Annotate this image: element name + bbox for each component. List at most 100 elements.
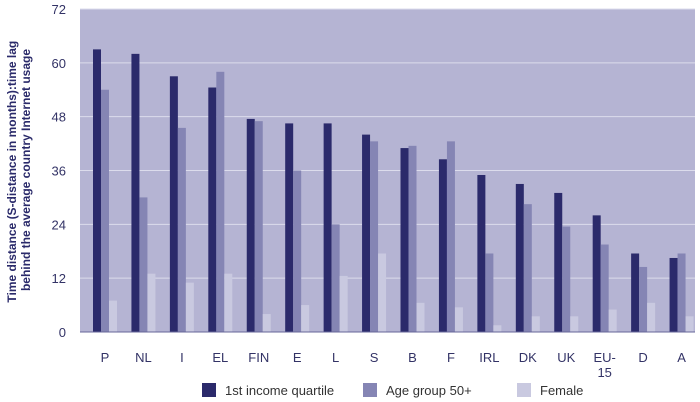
bar-b-s2 — [408, 145, 417, 332]
bar-e-s2 — [293, 170, 302, 332]
bar-irl-s3 — [493, 325, 502, 332]
legend-label-age: Age group 50+ — [386, 383, 472, 398]
x-tick-label-line: I — [180, 350, 184, 365]
legend-label-female: Female — [540, 383, 583, 398]
x-tick-label: UK — [557, 350, 575, 365]
y-tick-label: 24 — [52, 217, 66, 232]
bars — [93, 49, 694, 333]
bar-nl-s2 — [139, 197, 148, 332]
y-tick-label: 12 — [52, 271, 66, 286]
bar-p-s2 — [101, 89, 109, 332]
bar-a-s3 — [685, 316, 694, 332]
bar-irl-s1 — [477, 174, 486, 332]
x-tick-label: B — [408, 350, 417, 365]
y-axis-label-line-1: Time distance (S-distance in months):tim… — [5, 41, 19, 303]
bar-eu15-s3 — [608, 309, 617, 332]
y-tick-label: 72 — [52, 2, 66, 17]
bar-e-s1 — [285, 123, 294, 332]
x-tick-label: L — [332, 350, 339, 365]
bar-l-s2 — [331, 224, 340, 332]
x-tick-label: A — [677, 350, 686, 365]
x-tick-label-line: EL — [212, 350, 228, 365]
bar-fin-s2 — [254, 121, 263, 333]
bar-d-s3 — [647, 302, 656, 332]
x-tick-label-line: DK — [519, 350, 537, 365]
x-tick-label: I — [180, 350, 184, 365]
bar-l-s1 — [323, 123, 332, 332]
bar-fin-s3 — [262, 314, 271, 332]
x-tick-label-line: B — [408, 350, 417, 365]
x-tick-label-line: EU- — [593, 350, 615, 365]
legend-swatch-age — [363, 383, 377, 397]
x-tick-label-line: D — [638, 350, 647, 365]
x-tick-label-line: UK — [557, 350, 575, 365]
y-axis-label-line-2: behind the average country Internet usag… — [19, 49, 33, 291]
bar-s-s2 — [370, 141, 379, 332]
x-tick-label: P — [101, 350, 110, 365]
x-tick-label-line: IRL — [479, 350, 499, 365]
x-tick-label: IRL — [479, 350, 499, 365]
x-tick-label: F — [447, 350, 455, 365]
bar-nl-s1 — [131, 53, 140, 332]
bar-e-s3 — [301, 305, 310, 332]
bar-i-s2 — [177, 127, 186, 332]
bar-b-s3 — [416, 302, 425, 332]
bar-s-s3 — [378, 253, 387, 332]
legend: 1st income quartile Age group 50+ Female — [202, 383, 583, 398]
x-tick-labels: P NL I EL FIN E L S B F IRL DK UK EU-15D A — [101, 350, 687, 380]
bar-d-s1 — [631, 253, 640, 332]
bar-a-s1 — [669, 257, 678, 332]
x-tick-label-line: F — [447, 350, 455, 365]
legend-swatch-female — [517, 383, 531, 397]
y-tick-labels: 0 12 24 36 48 60 72 — [52, 2, 66, 340]
bar-dk-s3 — [531, 316, 540, 332]
x-tick-label: NL — [135, 350, 152, 365]
x-tick-label: S — [370, 350, 379, 365]
bar-fin-s1 — [246, 118, 255, 332]
bar-dk-s1 — [515, 183, 524, 332]
bar-i-s1 — [169, 76, 178, 333]
x-tick-label-line: FIN — [248, 350, 269, 365]
x-tick-label: D — [638, 350, 647, 365]
bar-el-s3 — [224, 273, 233, 332]
bar-el-s2 — [216, 71, 225, 333]
x-tick-label: DK — [519, 350, 537, 365]
bar-uk-s1 — [554, 192, 563, 332]
y-tick-label: 48 — [52, 110, 66, 125]
bar-d-s2 — [639, 266, 648, 332]
y-tick-label: 36 — [52, 164, 66, 179]
bar-irl-s2 — [485, 253, 494, 332]
bar-p-s3 — [109, 300, 117, 332]
x-tick-label-line: L — [332, 350, 339, 365]
bar-el-s1 — [208, 87, 217, 332]
bar-l-s3 — [339, 275, 348, 332]
x-tick-label: EU-15 — [593, 350, 615, 380]
bar-i-s3 — [185, 282, 194, 332]
x-tick-label-line: NL — [135, 350, 152, 365]
bar-f-s3 — [454, 307, 463, 332]
x-tick-label-line: A — [677, 350, 686, 365]
bar-eu15-s1 — [592, 215, 601, 332]
x-tick-label: E — [293, 350, 302, 365]
y-tick-label: 60 — [52, 56, 66, 71]
x-tick-label-line: 15 — [597, 365, 611, 380]
y-axis-label: Time distance (S-distance in months):tim… — [5, 37, 33, 302]
legend-label-income: 1st income quartile — [225, 383, 334, 398]
bar-a-s2 — [677, 253, 686, 332]
bar-dk-s2 — [523, 204, 532, 332]
bar-uk-s2 — [562, 226, 571, 332]
x-tick-label: FIN — [248, 350, 269, 365]
bar-f-s1 — [438, 159, 447, 332]
bar-p-s1 — [93, 49, 101, 332]
legend-swatch-income — [202, 383, 216, 397]
x-tick-label-line: P — [101, 350, 110, 365]
bar-eu15-s2 — [600, 244, 609, 332]
bar-b-s1 — [400, 148, 409, 332]
x-tick-label-line: S — [370, 350, 379, 365]
x-tick-label: EL — [212, 350, 228, 365]
bar-nl-s3 — [147, 273, 156, 332]
x-tick-label-line: E — [293, 350, 302, 365]
bar-f-s2 — [446, 141, 455, 332]
bar-uk-s3 — [570, 316, 579, 332]
